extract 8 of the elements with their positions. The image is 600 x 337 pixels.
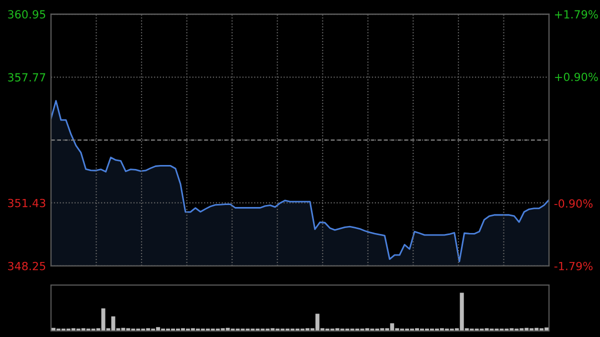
y2-tick-label: -0.90% xyxy=(554,199,593,208)
y2-tick-label: +0.90% xyxy=(555,72,598,82)
y2-tick-label: +1.79% xyxy=(555,10,598,19)
y-tick-label: 357.77 xyxy=(8,73,46,82)
y-tick-label: 360.95 xyxy=(8,10,46,19)
y-tick-label: 351.43 xyxy=(8,198,46,208)
y-tick-label: 348.25 xyxy=(8,262,46,270)
y2-tick-label: -1.79% xyxy=(554,262,593,270)
